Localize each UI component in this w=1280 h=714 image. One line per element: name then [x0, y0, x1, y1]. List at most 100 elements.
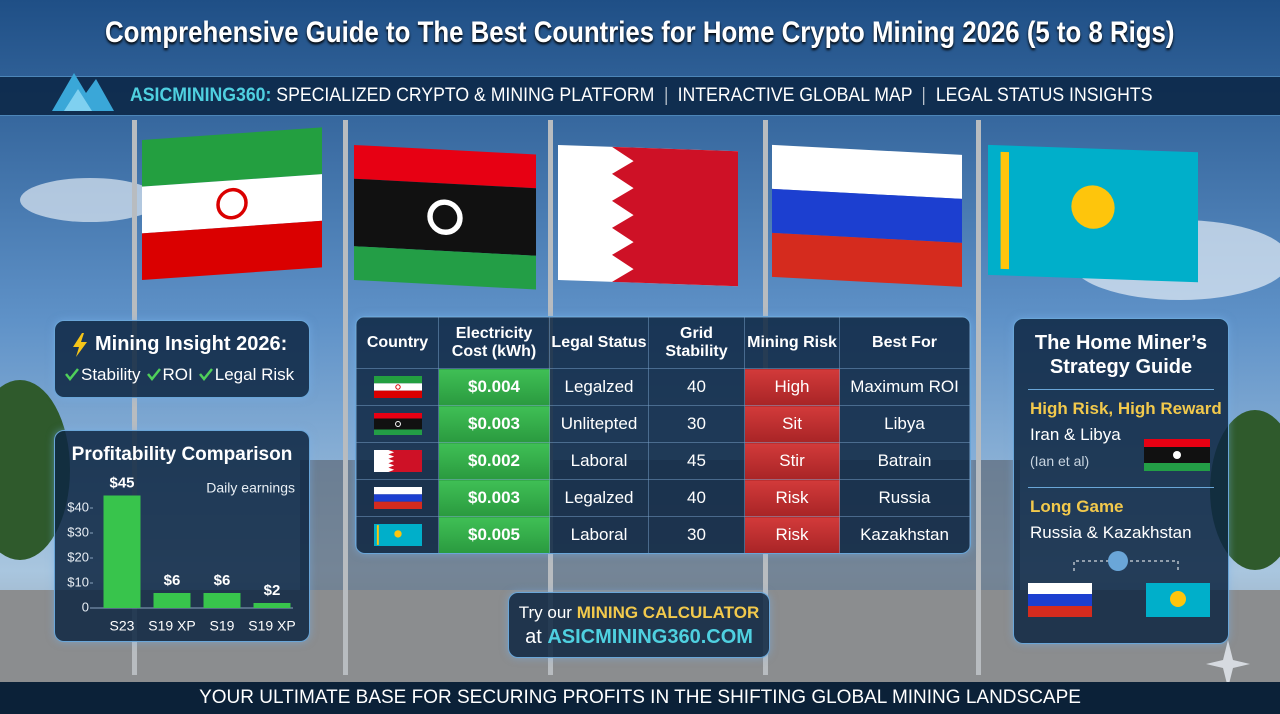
table-cell: 40 — [648, 479, 745, 517]
section-note: (Ian et al) — [1030, 453, 1090, 469]
chart: Profitability Comparison Daily earnings … — [67, 444, 295, 634]
table-cell: Unlitepted — [549, 405, 649, 443]
tagline: SPECIALIZED CRYPTO & MINING PLATFORM — [276, 85, 655, 106]
link: LEGAL STATUS INSIGHTS — [935, 85, 1153, 106]
flag — [772, 144, 962, 287]
table-cell: Laboral — [549, 442, 649, 480]
table-cell: $0.004 — [438, 368, 550, 406]
flag-stripe — [354, 178, 536, 256]
y-tick-label: $20 — [67, 549, 89, 564]
flag-stripe — [142, 127, 322, 187]
flag-stripe — [373, 487, 422, 495]
sun — [1170, 591, 1186, 607]
table-row: $0.004 Legalzed 40 High Maximum ROI — [356, 368, 970, 406]
bar — [203, 593, 241, 608]
country-cell — [356, 368, 439, 406]
bar — [153, 593, 191, 608]
table-cell: 30 — [648, 405, 745, 443]
table-cell: $0.005 — [438, 516, 550, 553]
country-flag — [373, 487, 422, 509]
x-tick-label: S19 — [210, 618, 235, 634]
table-cell: Sit — [744, 405, 840, 443]
flag — [354, 144, 536, 290]
table-row: $0.003 Legalzed 40 Risk Russia — [356, 479, 970, 517]
value-label: $6 — [214, 572, 231, 589]
strategy-title: The Home Miner’s Strategy Guide — [1034, 332, 1208, 378]
flag-stripe — [1144, 463, 1210, 471]
strategy-graphic — [1028, 551, 1210, 617]
insight-item: Legal Risk — [198, 365, 295, 384]
section-heading: High Risk, High Reward — [1030, 399, 1222, 418]
separator — [665, 86, 667, 105]
insight-title: Mining Insight 2026: — [95, 333, 288, 355]
table-cell: Kazakhstan — [839, 516, 970, 553]
flag-stripe — [772, 232, 962, 287]
flag-libya — [1144, 439, 1210, 471]
bolt-icon — [73, 333, 87, 357]
cta-line1: Try our MINING CALCULATOR — [509, 603, 769, 623]
country-cell — [356, 405, 439, 443]
table-cell: Legalzed — [549, 479, 649, 517]
cta-line2: at ASICMINING360.COM — [509, 626, 769, 649]
sparkle — [1206, 640, 1250, 688]
x-tick-label: S23 — [110, 618, 135, 634]
column-header: Grid Stability — [648, 317, 745, 369]
check — [146, 368, 161, 382]
flag-stripe — [373, 413, 422, 419]
flag-stripe — [1144, 439, 1210, 447]
table-body: $0.004 Legalzed 40 High Maximum ROI $0.003 Unl… — [356, 368, 970, 553]
table-cell: 45 — [648, 442, 745, 480]
table-panel: Country Electricity Cost (kWh) Legal Statu… — [355, 316, 971, 554]
flag-stripe — [373, 494, 422, 502]
sun — [393, 530, 402, 538]
insight-item: Stability — [65, 365, 141, 384]
table-row: $0.005 Laboral 30 Risk Kazakhstan — [356, 516, 970, 553]
value-label: $6 — [164, 572, 181, 589]
cta-panel: Try our MINING CALCULATOR at ASICMINING3… — [508, 592, 770, 658]
country-cell — [356, 516, 439, 553]
check — [198, 368, 213, 382]
insight-label: Legal Risk — [214, 365, 295, 384]
chart-subtitle: Daily earnings — [206, 480, 295, 496]
flag-stripe — [373, 376, 422, 384]
y-tick-label: $40 — [67, 499, 89, 514]
logo-mountain — [52, 73, 114, 111]
chart-title: Profitability Comparison — [72, 444, 293, 465]
divider — [1028, 389, 1214, 390]
section-text: Russia & Kazakhstan — [1030, 523, 1192, 542]
section-text: Iran & Libya — [1030, 425, 1121, 444]
brand-bar: ASICMINING360: SPECIALIZED CRYPTO & MINI… — [0, 73, 1280, 116]
country-flag — [373, 524, 422, 546]
tree — [0, 380, 70, 560]
column-header: Country — [356, 317, 439, 369]
separator — [923, 86, 925, 105]
flag — [558, 144, 738, 287]
table-cell: 30 — [648, 516, 745, 553]
title: Comprehensive Guide to The Best Countrie… — [105, 16, 1175, 49]
flag-stripe — [373, 390, 422, 398]
chart-panel: Profitability Comparison Daily earnings … — [54, 430, 310, 642]
flag-stripe — [1028, 606, 1092, 617]
table-cell: $0.003 — [438, 405, 550, 443]
sun — [1071, 185, 1115, 229]
country-flag — [373, 376, 422, 398]
flag-red — [387, 450, 422, 472]
section-heading: Long Game — [1030, 497, 1124, 516]
country-cell — [356, 442, 439, 480]
cta-site[interactable]: ASICMINING360.COM — [547, 626, 753, 648]
link: INTERACTIVE GLOBAL MAP — [677, 85, 913, 106]
insight-label: Stability — [81, 365, 141, 384]
emblem — [216, 187, 248, 220]
y-tick-label: $10 — [67, 574, 89, 589]
table-cell: Batrain — [839, 442, 970, 480]
hourglass-badge — [1108, 551, 1128, 571]
flag-stripe — [1000, 151, 1009, 270]
table-row: $0.003 Unlitepted 30 Sit Libya — [356, 405, 970, 443]
table-row: $0.002 Laboral 45 Stir Batrain — [356, 442, 970, 480]
flag-stripe — [373, 501, 422, 509]
cta-prefix: Try our — [518, 603, 572, 622]
insight-item: ROI — [146, 365, 193, 384]
table-cell: High — [744, 368, 840, 406]
cta-highlight[interactable]: MINING CALCULATOR — [576, 603, 760, 622]
